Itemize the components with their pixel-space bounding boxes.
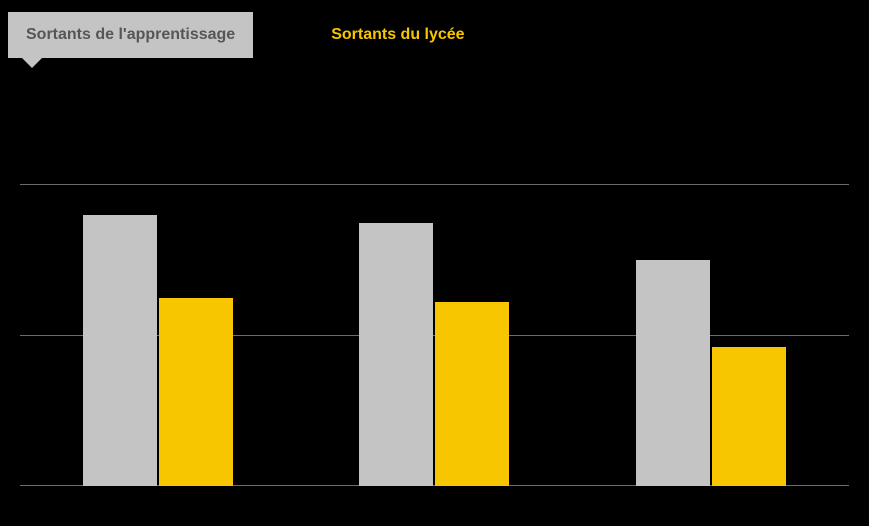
bar-group <box>573 110 849 486</box>
bar-lycee <box>435 302 509 486</box>
legend-label-apprentissage: Sortants de l'apprentissage <box>26 26 235 43</box>
legend: Sortants de l'apprentissage Sortants du … <box>8 12 483 58</box>
bar-lycee <box>159 298 233 486</box>
bar-group <box>296 110 572 486</box>
bar-lycee <box>712 347 786 486</box>
legend-label-lycee: Sortants du lycée <box>331 26 464 43</box>
legend-item-apprentissage: Sortants de l'apprentissage <box>8 12 253 58</box>
bar-apprentissage <box>83 215 157 486</box>
bar-apprentissage <box>359 223 433 486</box>
bar-apprentissage <box>636 260 710 486</box>
bar-groups <box>20 110 849 486</box>
bar-group <box>20 110 296 486</box>
legend-pointer-apprentissage <box>22 58 42 68</box>
legend-item-lycee: Sortants du lycée <box>313 12 482 58</box>
plot-area <box>20 110 849 486</box>
